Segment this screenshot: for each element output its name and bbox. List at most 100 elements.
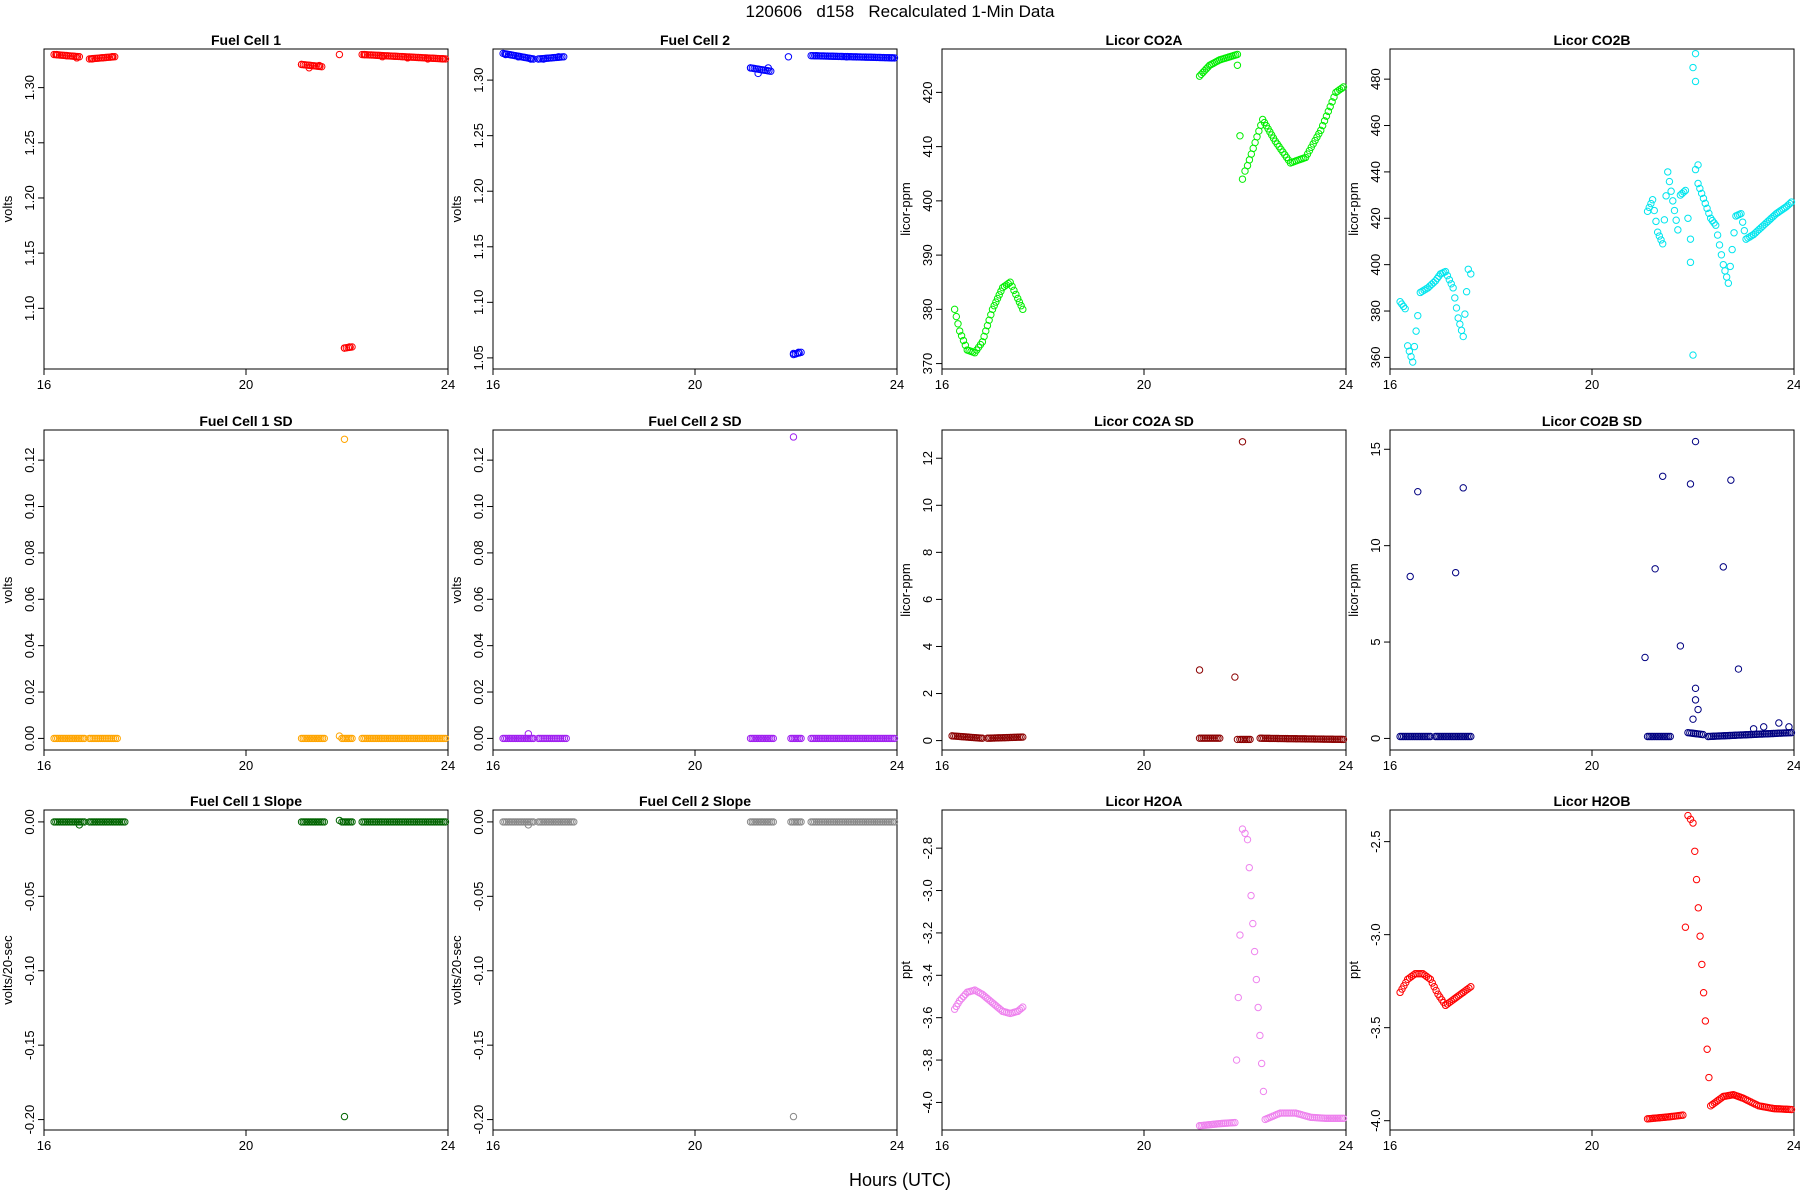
data-point [988,305,997,314]
data-point [1414,311,1422,320]
data-point [1328,98,1336,106]
data-point [1288,1109,1296,1117]
data-point [1241,829,1249,838]
x-tick-label: 16 [486,377,500,392]
x-tick-label: 16 [1383,377,1397,392]
panel-title: Fuel Cell 1 [211,32,281,48]
data-point [1787,1105,1796,1114]
x-tick-label: 24 [1339,377,1353,392]
chart-panel-1: Fuel Cell 1 16 20 24 1.10 1.15 1.20 1.25 1.30 vol… [0,32,455,392]
data-points [1396,49,1796,366]
y-tick-label: 410 [920,136,935,158]
data-point [501,50,510,59]
data-point [993,294,1002,303]
x-tick-label: 24 [1787,758,1800,773]
data-point [1651,565,1659,573]
data-point [1006,278,1014,286]
data-point [340,435,349,443]
data-point [812,51,820,60]
data-point [1691,696,1700,704]
data-point [320,734,328,743]
data-point [1672,216,1680,224]
y-tick-label: 400 [920,190,935,212]
data-point [1465,984,1473,992]
data-point [990,302,998,310]
x-tick-label: 16 [935,758,949,773]
data-point [1694,904,1703,912]
data-point [1657,236,1665,244]
data-point [1697,189,1706,198]
data-point [1445,276,1454,284]
data-point [971,986,979,994]
data-point [1015,298,1024,306]
data-point [63,51,71,60]
chart-panel-5: Fuel Cell 1 SD 16 20 24 0.00 0.02 0.04 0.06 0.08… [0,413,455,773]
data-point [1696,184,1704,193]
data-point [1674,226,1682,234]
y-tick-label: 0.06 [471,587,486,612]
data-point [1459,484,1467,492]
y-axis-label: licor-ppm [898,563,913,616]
data-point [1705,209,1713,218]
data-point [974,988,983,996]
data-point [1686,815,1695,824]
data-point [1233,735,1242,744]
data-point [797,818,805,826]
data-point [978,338,987,346]
data-point [1409,358,1417,366]
data-point [1686,480,1695,488]
data-point [1231,673,1239,681]
data-point [797,348,805,357]
y-tick-label: 390 [920,244,935,266]
data-point [1243,835,1252,844]
y-axis-label: ppt [1346,961,1361,979]
data-point [1441,267,1450,276]
data-point [1705,1073,1713,1082]
y-axis-label: volts/20-sec [0,935,15,1005]
x-tick-label: 16 [935,1138,949,1153]
y-tick-label: 400 [1368,254,1383,276]
data-points [948,438,1348,744]
data-point [360,50,369,59]
x-tick-label: 20 [1137,758,1151,773]
data-point [1684,811,1692,820]
chart-panel-12: Licor H2OB 16 20 24 -4.0 -3.5 -3.0 -2.5 ppt [1346,793,1800,1153]
data-point [378,53,387,61]
plot-frame [941,809,1347,1131]
data-point [890,818,899,826]
x-tick-label: 20 [688,758,702,773]
data-point [1256,1031,1264,1040]
data-point [746,64,755,72]
y-tick-label: 0.04 [471,633,486,658]
data-point [305,64,313,72]
y-axis-label: volts [449,195,464,222]
data-points [50,816,450,1121]
data-point [1282,1109,1290,1117]
x-tick-label: 24 [890,758,904,773]
data-point [73,54,81,62]
panel-title: Licor H2OB [1553,793,1630,809]
data-point [1420,286,1428,294]
x-tick-label: 16 [1383,1138,1397,1153]
y-tick-label: 460 [1368,115,1383,137]
data-point [315,61,323,70]
data-point [1667,187,1675,195]
data-point [1284,1109,1292,1117]
chart-panel-4: Licor CO2B 16 20 24 360 380 400 420 440 460 480 lic… [1346,32,1800,392]
y-tick-label: 5 [1368,638,1383,645]
y-tick-label: 15 [1368,442,1383,456]
y-tick-label: -2.8 [920,837,935,859]
data-point [1236,132,1244,140]
data-point [1399,302,1408,311]
panel-title: Licor CO2A SD [1094,413,1194,429]
data-point [1691,77,1700,86]
plot-frame [492,48,898,370]
x-tick-label: 24 [1339,1138,1353,1153]
data-point [1318,121,1327,130]
data-point [764,64,772,72]
y-axis-label: licor-ppm [1346,563,1361,616]
x-tick-label: 24 [890,377,904,392]
data-point [769,734,777,743]
y-tick-label: 1.30 [22,75,37,100]
x-tick-label: 20 [1137,1138,1151,1153]
